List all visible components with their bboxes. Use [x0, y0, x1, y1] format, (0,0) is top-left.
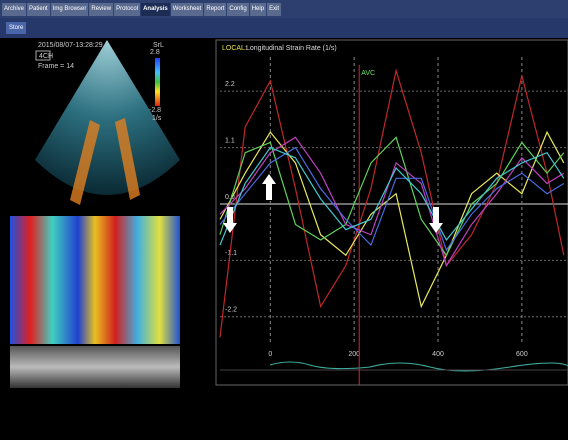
scale-min: -2.8	[149, 107, 161, 114]
workspace: 2015/08/07-13:28:29 4CH Frame = 14 SrL 2…	[0, 0, 568, 440]
y-tick-label: 2.2	[225, 81, 235, 88]
y-tick-label: -2.2	[225, 307, 237, 314]
strain-curve	[220, 137, 564, 265]
strain-m-mode	[10, 216, 180, 344]
y-tick-label: 1.1	[225, 137, 235, 144]
scale-title: SrL	[153, 42, 164, 49]
scale-unit: 1/s	[152, 115, 162, 122]
x-tick-label: 200	[348, 351, 360, 358]
chart-title-prefix: LOCAL:	[222, 45, 247, 52]
y-tick-label: -1.1	[225, 250, 237, 257]
timestamp: 2015/08/07-13:28:29	[38, 42, 103, 49]
x-tick-label: 400	[432, 351, 444, 358]
arrow	[262, 174, 276, 200]
chart-title: Longitudinal Strain Rate (1/s)	[246, 45, 337, 52]
view-label: 4CH	[39, 53, 53, 60]
color-scale	[155, 58, 160, 106]
scale-max: 2.8	[150, 49, 160, 56]
anatomic-m-mode	[10, 346, 180, 388]
avc-label: AVC	[361, 70, 375, 77]
x-tick-label: 0	[268, 351, 272, 358]
screen: ArchivePatientImg BrowserReviewProtocolA…	[0, 0, 568, 440]
frame-label: Frame = 14	[38, 63, 74, 70]
x-tick-label: 600	[516, 351, 528, 358]
